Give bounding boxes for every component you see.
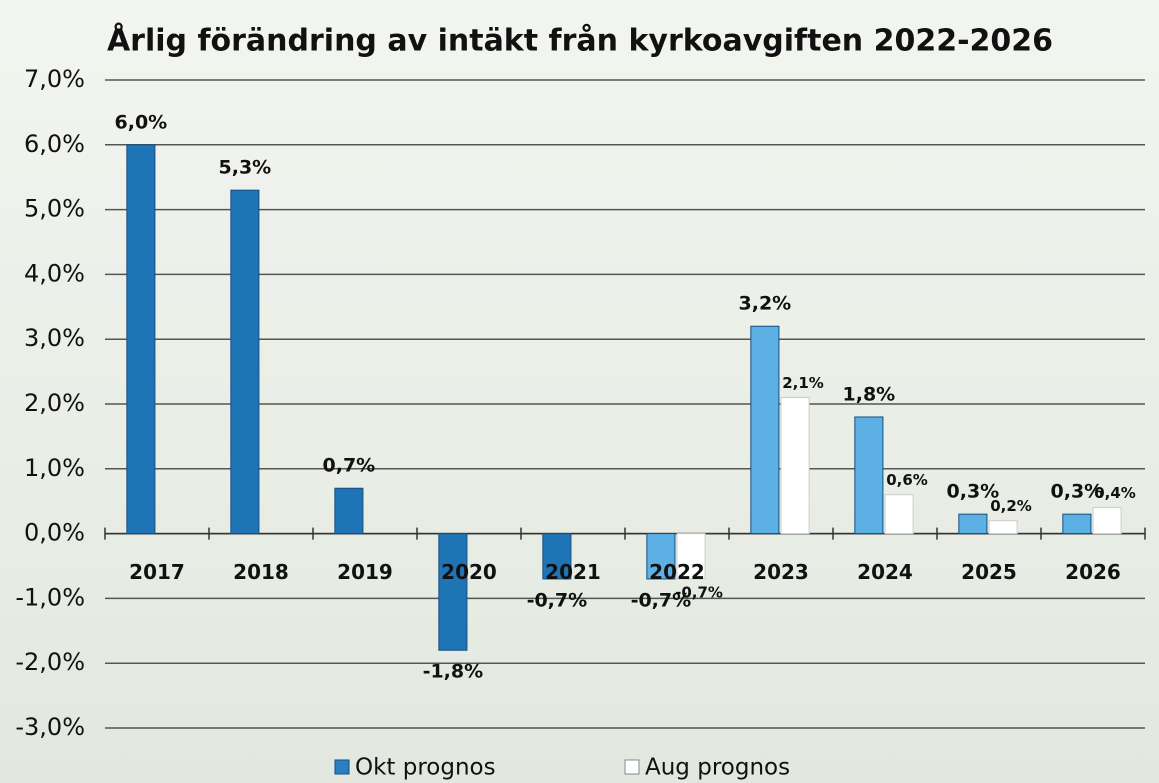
data-label: 0,4% bbox=[1094, 484, 1136, 502]
x-tick-label: 2019 bbox=[337, 560, 393, 584]
y-tick-label: 3,0% bbox=[24, 324, 85, 352]
x-tick-label: 2020 bbox=[441, 560, 497, 584]
data-label: 0,7% bbox=[323, 455, 376, 477]
data-label: 3,2% bbox=[739, 293, 792, 315]
data-label: 0,2% bbox=[990, 497, 1032, 515]
y-tick-label: 0,0% bbox=[24, 519, 85, 547]
bar bbox=[780, 397, 810, 535]
y-tick-label: 4,0% bbox=[24, 259, 85, 287]
bar bbox=[884, 494, 914, 535]
bar bbox=[1092, 507, 1122, 535]
bar bbox=[750, 325, 780, 535]
data-label: -0,7% bbox=[527, 589, 588, 611]
x-tick-label: 2017 bbox=[129, 560, 185, 584]
bar bbox=[334, 487, 364, 535]
data-label: 5,3% bbox=[219, 157, 272, 179]
chart-title: Årlig förändring av intäkt från kyrkoavg… bbox=[107, 22, 1053, 59]
y-tick-label: -3,0% bbox=[15, 713, 85, 741]
y-tick-label: 7,0% bbox=[24, 65, 85, 93]
legend-swatch bbox=[624, 759, 640, 775]
y-tick-label: 5,0% bbox=[24, 195, 85, 223]
y-tick-label: -2,0% bbox=[15, 648, 85, 676]
data-label: -0,7% bbox=[675, 583, 723, 601]
data-label: 1,8% bbox=[843, 383, 896, 405]
x-tick-label: 2026 bbox=[1065, 560, 1121, 584]
bar bbox=[542, 533, 572, 580]
data-label: 2,1% bbox=[782, 374, 824, 392]
bar bbox=[230, 189, 260, 535]
data-label: 0,3% bbox=[947, 481, 1000, 503]
x-tick-label: 2018 bbox=[233, 560, 289, 584]
x-tick-label: 2021 bbox=[545, 560, 601, 584]
x-tick-label: 2025 bbox=[961, 560, 1017, 584]
x-tick-label: 2022 bbox=[649, 560, 705, 584]
legend-swatch bbox=[334, 759, 350, 775]
data-label: -0,7% bbox=[631, 589, 692, 611]
bar bbox=[646, 533, 676, 580]
bar bbox=[958, 513, 988, 535]
y-tick-label: 6,0% bbox=[24, 130, 85, 158]
bar bbox=[126, 144, 156, 535]
y-tick-label: 1,0% bbox=[24, 454, 85, 482]
bar bbox=[676, 533, 706, 580]
x-tick-label: 2024 bbox=[857, 560, 913, 584]
bar bbox=[988, 520, 1018, 535]
y-tick-label: -1,0% bbox=[15, 583, 85, 611]
legend-label: Okt prognos bbox=[355, 755, 496, 781]
data-label: 0,6% bbox=[886, 471, 928, 489]
x-tick-label: 2023 bbox=[753, 560, 809, 584]
y-tick-label: 2,0% bbox=[24, 389, 85, 417]
data-label: 6,0% bbox=[115, 111, 168, 133]
legend-label: Aug prognos bbox=[645, 755, 790, 781]
bar bbox=[1062, 513, 1092, 535]
data-label: 0,3% bbox=[1051, 481, 1104, 503]
data-label: -1,8% bbox=[423, 661, 484, 683]
bar bbox=[854, 416, 884, 535]
bar bbox=[438, 533, 468, 651]
